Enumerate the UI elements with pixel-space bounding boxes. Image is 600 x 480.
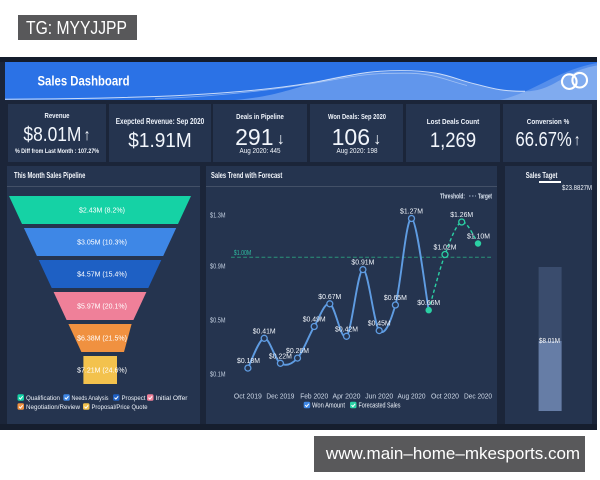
svg-text:Needs Analysis: Needs Analysis [72,395,109,402]
svg-text:$0.18M: $0.18M [237,358,260,365]
svg-text:Apr 2020: Apr 2020 [333,394,361,401]
svg-text:$7.21M (24.6%): $7.21M (24.6%) [77,368,127,375]
svg-text:$6.38M (21.5%): $6.38M (21.5%) [77,336,127,343]
svg-text:$0.67M: $0.67M [318,294,341,301]
svg-text:$0.49M: $0.49M [303,317,326,324]
svg-text:$0.65M: $0.65M [384,295,407,302]
svg-text:$1.02M: $1.02M [434,245,457,252]
svg-text:Proposal/Price Quote: Proposal/Price Quote [92,404,148,411]
svg-text:Target: Target [478,194,492,201]
svg-text:Dec 2020: Dec 2020 [464,394,492,401]
svg-text:$0.9M: $0.9M [210,262,226,271]
svg-text:Feb 2020: Feb 2020 [300,394,328,401]
svg-text:$8.01M: $8.01M [539,338,560,345]
svg-text:$1.26M: $1.26M [450,212,473,219]
svg-text:$0.5M: $0.5M [210,316,226,325]
svg-text:$1.00M: $1.00M [234,250,252,257]
svg-text:$0.1M: $0.1M [210,370,226,379]
svg-text:$5.97M (20.1%): $5.97M (20.1%) [77,304,127,311]
svg-text:$3.05M (10.3%): $3.05M (10.3%) [77,240,127,247]
svg-text:Dec 2019: Dec 2019 [266,394,294,401]
svg-text:Threshold:: Threshold: [440,194,465,201]
svg-text:$2.43M (8.2%): $2.43M (8.2%) [79,208,125,215]
svg-text:Qualification: Qualification [26,395,60,402]
svg-text:$0.42M: $0.42M [335,326,358,333]
svg-text:$1.3M: $1.3M [210,211,226,220]
svg-text:Forecasted Sales: Forecasted Sales [359,403,401,410]
svg-text:$0.41M: $0.41M [253,328,276,335]
svg-text:Sales Dashboard: Sales Dashboard [38,72,130,88]
svg-text:$1.10M: $1.10M [467,234,490,241]
svg-text:$0.66M: $0.66M [417,300,440,307]
svg-text:Won Amount: Won Amount [312,403,345,410]
svg-text:Negotiation/Review: Negotiation/Review [26,404,80,411]
svg-text:$4.57M (15.4%): $4.57M (15.4%) [77,272,127,279]
svg-text:$0.26M: $0.26M [286,348,309,355]
svg-text:Jun 2020: Jun 2020 [365,394,393,401]
svg-text:$0.22M: $0.22M [269,353,292,360]
svg-text:$23.8827M: $23.8827M [562,185,592,192]
svg-text:$0.91M: $0.91M [351,260,374,267]
svg-text:Aug 2020: Aug 2020 [398,394,426,401]
svg-text:Oct 2020: Oct 2020 [431,394,459,401]
svg-text:Prospect: Prospect [122,395,146,402]
svg-text:$0.45M: $0.45M [368,321,391,328]
svg-text:Initial Offer: Initial Offer [156,395,189,402]
svg-text:$1.27M: $1.27M [400,209,423,216]
svg-text:Oct 2019: Oct 2019 [234,394,262,401]
